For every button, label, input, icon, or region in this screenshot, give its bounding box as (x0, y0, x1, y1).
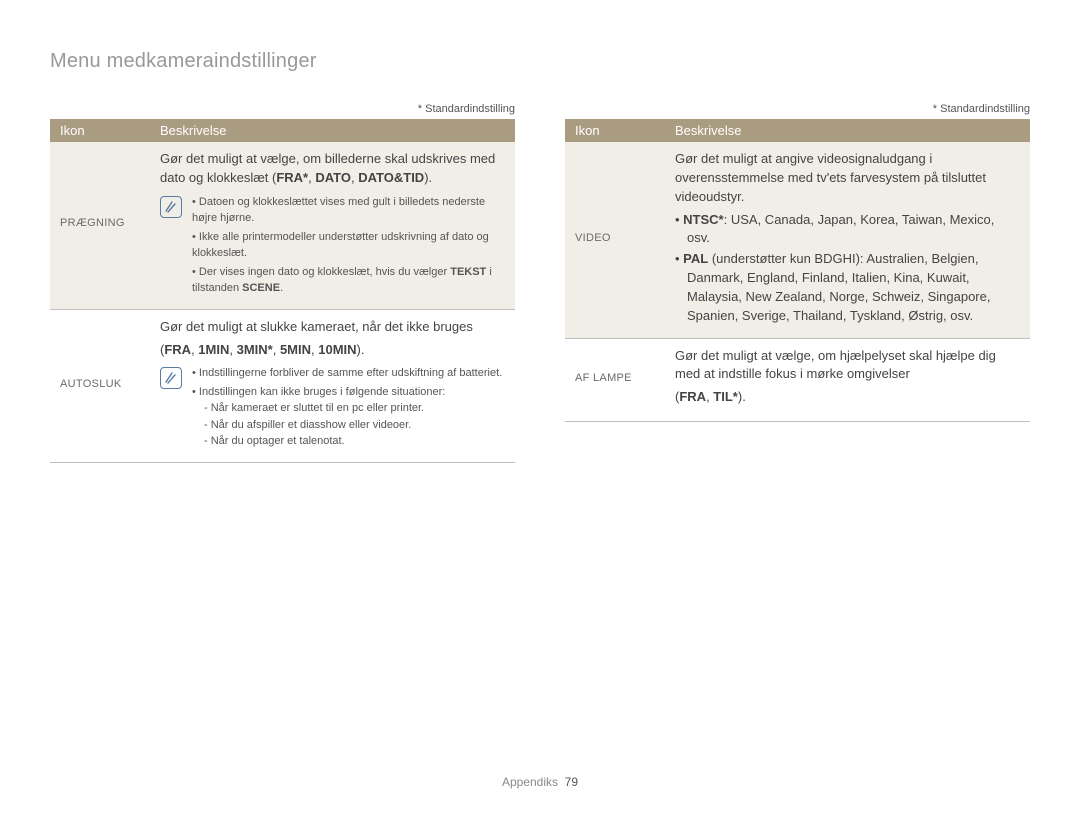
row-video: VIDEO Gør det muligt at angive videosign… (565, 142, 1030, 338)
settings-table-left: Ikon Beskrivelse PRÆGNING Gør det muligt… (50, 119, 515, 463)
desc-autosluk: Gør det muligt at slukke kameraet, når d… (150, 309, 515, 462)
content-columns: * Standardindstilling Ikon Beskrivelse P… (50, 103, 1030, 463)
note-list-autosluk: Indstillingerne forbliver de samme efter… (192, 365, 502, 452)
icon-aflampe: AF LAMPE (565, 338, 665, 422)
row-autosluk: AUTOSLUK Gør det muligt at slukke kamera… (50, 309, 515, 462)
desc-video: Gør det muligt at angive videosignaludga… (665, 142, 1030, 338)
header-icon: Ikon (50, 119, 150, 142)
header-desc: Beskrivelse (150, 119, 515, 142)
note-list-praegning: Datoen og klokkeslættet vises med gult i… (192, 194, 505, 299)
icon-praegning: PRÆGNING (50, 142, 150, 309)
note-icon (160, 196, 182, 218)
desc-aflampe: Gør det muligt at vælge, om hjælpelyset … (665, 338, 1030, 422)
settings-table-right: Ikon Beskrivelse VIDEO Gør det muligt at… (565, 119, 1030, 422)
right-column: * Standardindstilling Ikon Beskrivelse V… (565, 103, 1030, 463)
page-footer: Appendiks 79 (0, 775, 1080, 789)
header-desc: Beskrivelse (665, 119, 1030, 142)
icon-video: VIDEO (565, 142, 665, 338)
icon-autosluk: AUTOSLUK (50, 309, 150, 462)
std-note-right: * Standardindstilling (565, 103, 1030, 115)
header-icon: Ikon (565, 119, 665, 142)
left-column: * Standardindstilling Ikon Beskrivelse P… (50, 103, 515, 463)
row-aflampe: AF LAMPE Gør det muligt at vælge, om hjæ… (565, 338, 1030, 422)
desc-praegning: Gør det muligt at vælge, om billederne s… (150, 142, 515, 309)
row-praegning: PRÆGNING Gør det muligt at vælge, om bil… (50, 142, 515, 309)
page-title: Menu medkameraindstillinger (50, 50, 1030, 73)
std-note-left: * Standardindstilling (50, 103, 515, 115)
note-icon (160, 367, 182, 389)
